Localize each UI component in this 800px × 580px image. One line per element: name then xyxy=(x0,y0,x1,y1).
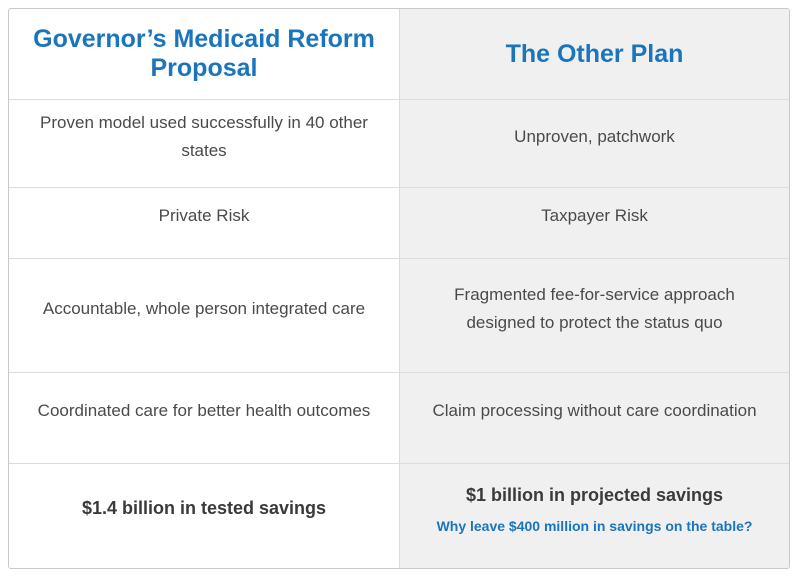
table-row: $1.4 billion in tested savings $1 billio… xyxy=(9,463,789,568)
projected-savings-text: $1 billion in projected savings xyxy=(465,484,724,505)
table-header-row: Governor’s Medicaid Reform Proposal The … xyxy=(9,9,789,99)
savings-question-note: Why leave $400 million in savings on the… xyxy=(436,518,753,534)
table-cell-other-claim-processing: Claim processing without care coordinati… xyxy=(399,373,789,463)
table-row: Proven model used successfully in 40 oth… xyxy=(9,99,789,187)
table-cell-governor-accountable-care: Accountable, whole person integrated car… xyxy=(42,298,366,318)
table-cell-governor-coordinated-care: Coordinated care for better health outco… xyxy=(37,401,371,421)
table-row: Coordinated care for better health outco… xyxy=(9,372,789,463)
table-cell-other-unproven: Unproven, patchwork xyxy=(399,100,789,187)
table-row: Accountable, whole person integrated car… xyxy=(9,258,789,372)
table-cell-governor-proven-model: Proven model used successfully in 40 oth… xyxy=(40,113,368,160)
table-cell-other-fragmented-approach: Fragmented fee-for-service approach desi… xyxy=(399,259,789,372)
table-row: Private Risk Taxpayer Risk xyxy=(9,187,789,258)
table-cell-governor-tested-savings: $1.4 billion in tested savings xyxy=(81,498,327,519)
comparison-table: Governor’s Medicaid Reform Proposal The … xyxy=(8,8,790,569)
column-header-governor-plan: Governor’s Medicaid Reform Proposal xyxy=(33,25,375,82)
table-cell-other-taxpayer-risk: Taxpayer Risk xyxy=(399,188,789,258)
table-cell-governor-private-risk: Private Risk xyxy=(158,206,250,226)
column-header-other-plan: The Other Plan xyxy=(399,9,789,99)
table-cell-other-projected-savings: $1 billion in projected savings Why leav… xyxy=(399,464,789,568)
